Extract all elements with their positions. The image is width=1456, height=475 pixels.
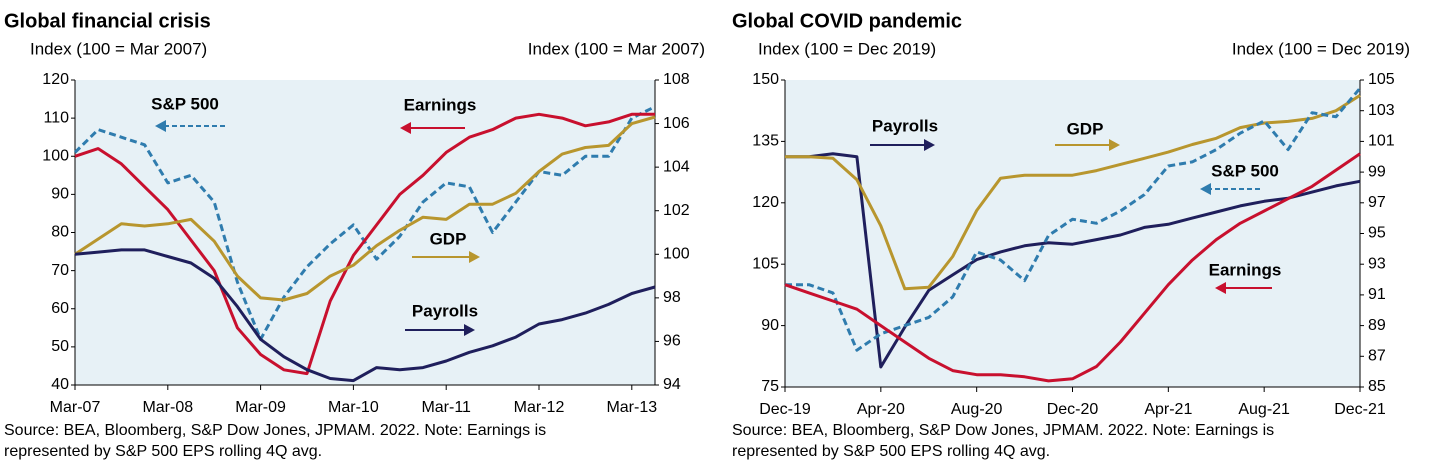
y2-tick-label: 100 [663, 246, 690, 263]
y2-tick-label: 104 [663, 158, 690, 175]
x-tick-label: Dec-20 [1047, 401, 1099, 418]
y2-tick-label: 91 [1368, 286, 1386, 303]
legend-arrow-head [1200, 183, 1211, 195]
legend-label: S&P 500 [1211, 161, 1279, 180]
y2-tick-label: 85 [1368, 378, 1386, 395]
plot-area [785, 80, 1360, 387]
legend-arrow-head [1109, 139, 1120, 151]
x-tick-label: Mar-13 [606, 399, 657, 416]
y-tick-label: 110 [43, 109, 69, 126]
legend-arrow-head [464, 324, 475, 336]
legend-label: GDP [430, 229, 467, 248]
legend-label: GDP [1067, 119, 1104, 138]
x-tick-label: Apr-21 [1144, 401, 1192, 418]
y2-tick-label: 89 [1368, 317, 1386, 334]
y-tick-label: 50 [51, 338, 69, 355]
y-tick-label: 150 [752, 71, 779, 88]
legend-label: Payrolls [412, 301, 478, 320]
y-tick-label: 40 [51, 376, 69, 393]
source-note: Source: BEA, Bloomberg, S&P Dow Jones, J… [732, 422, 1274, 439]
y2-tick-label: 105 [1368, 71, 1395, 88]
y-axis-label: Index (100 = Dec 2019) [758, 39, 936, 58]
y-tick-label: 80 [51, 224, 69, 241]
series-line [74, 248, 656, 383]
y2-tick-label: 95 [1368, 225, 1386, 242]
series-line [784, 152, 1361, 383]
series-line [74, 115, 656, 302]
x-tick-label: Aug-20 [951, 401, 1003, 418]
legend-label: S&P 500 [151, 94, 219, 113]
y2-axis-label: Index (100 = Dec 2019) [1232, 39, 1410, 58]
x-tick-label: Mar-07 [50, 399, 101, 416]
y2-axis-label: Index (100 = Mar 2007) [528, 39, 705, 58]
y-tick-label: 120 [752, 194, 779, 211]
x-tick-label: Mar-08 [142, 399, 193, 416]
plot-area [75, 80, 655, 385]
y2-tick-label: 103 [1368, 102, 1395, 119]
y-tick-label: 100 [42, 147, 69, 164]
y2-tick-label: 102 [663, 202, 690, 219]
y-tick-label: 70 [51, 262, 69, 279]
x-tick-label: Aug-21 [1238, 401, 1290, 418]
series-line [74, 112, 655, 376]
x-tick-label: Mar-09 [235, 399, 286, 416]
y-tick-label: 60 [51, 300, 69, 317]
y-tick-label: 90 [51, 186, 69, 203]
y-axis-label: Index (100 = Mar 2007) [30, 39, 207, 58]
x-tick-label: Mar-12 [514, 399, 565, 416]
y-tick-label: 120 [42, 71, 69, 88]
legend-label: Payrolls [872, 116, 938, 135]
legend-label: Earnings [404, 95, 477, 114]
y-tick-label: 90 [761, 317, 779, 334]
x-tick-label: Mar-10 [328, 399, 379, 416]
series-line [785, 87, 1362, 352]
legend-arrow-head [155, 120, 166, 132]
source-note: represented by S&P 500 EPS rolling 4Q av… [732, 443, 1050, 460]
y2-tick-label: 93 [1368, 255, 1386, 272]
y2-tick-label: 108 [663, 71, 690, 88]
y2-tick-label: 96 [663, 333, 681, 350]
legend-arrow-head [469, 251, 480, 263]
y2-tick-label: 106 [663, 115, 690, 132]
chart-title: Global COVID pandemic [732, 10, 962, 32]
y2-tick-label: 101 [1368, 133, 1395, 150]
x-tick-label: Apr-20 [857, 401, 905, 418]
legend-arrow-head [1215, 282, 1226, 294]
x-tick-label: Dec-21 [1334, 401, 1386, 418]
legend-label: Earnings [1209, 260, 1282, 279]
series-line [785, 94, 1361, 291]
y2-tick-label: 87 [1368, 348, 1386, 365]
y-tick-label: 75 [761, 378, 779, 395]
y-tick-label: 135 [752, 133, 779, 150]
legend-arrow-head [924, 139, 935, 151]
y-tick-label: 105 [752, 255, 779, 272]
chart-title: Global financial crisis [4, 10, 211, 32]
x-tick-label: Dec-19 [759, 401, 811, 418]
y2-tick-label: 98 [663, 289, 681, 306]
legend-arrow-head [400, 122, 411, 134]
y2-tick-label: 99 [1368, 163, 1386, 180]
x-tick-label: Mar-11 [421, 399, 471, 416]
source-note: represented by S&P 500 EPS rolling 4Q av… [4, 443, 322, 460]
source-note: Source: BEA, Bloomberg, S&P Dow Jones, J… [4, 422, 546, 439]
y2-tick-label: 94 [663, 376, 681, 393]
y2-tick-label: 97 [1368, 194, 1386, 211]
series-line [785, 152, 1361, 369]
